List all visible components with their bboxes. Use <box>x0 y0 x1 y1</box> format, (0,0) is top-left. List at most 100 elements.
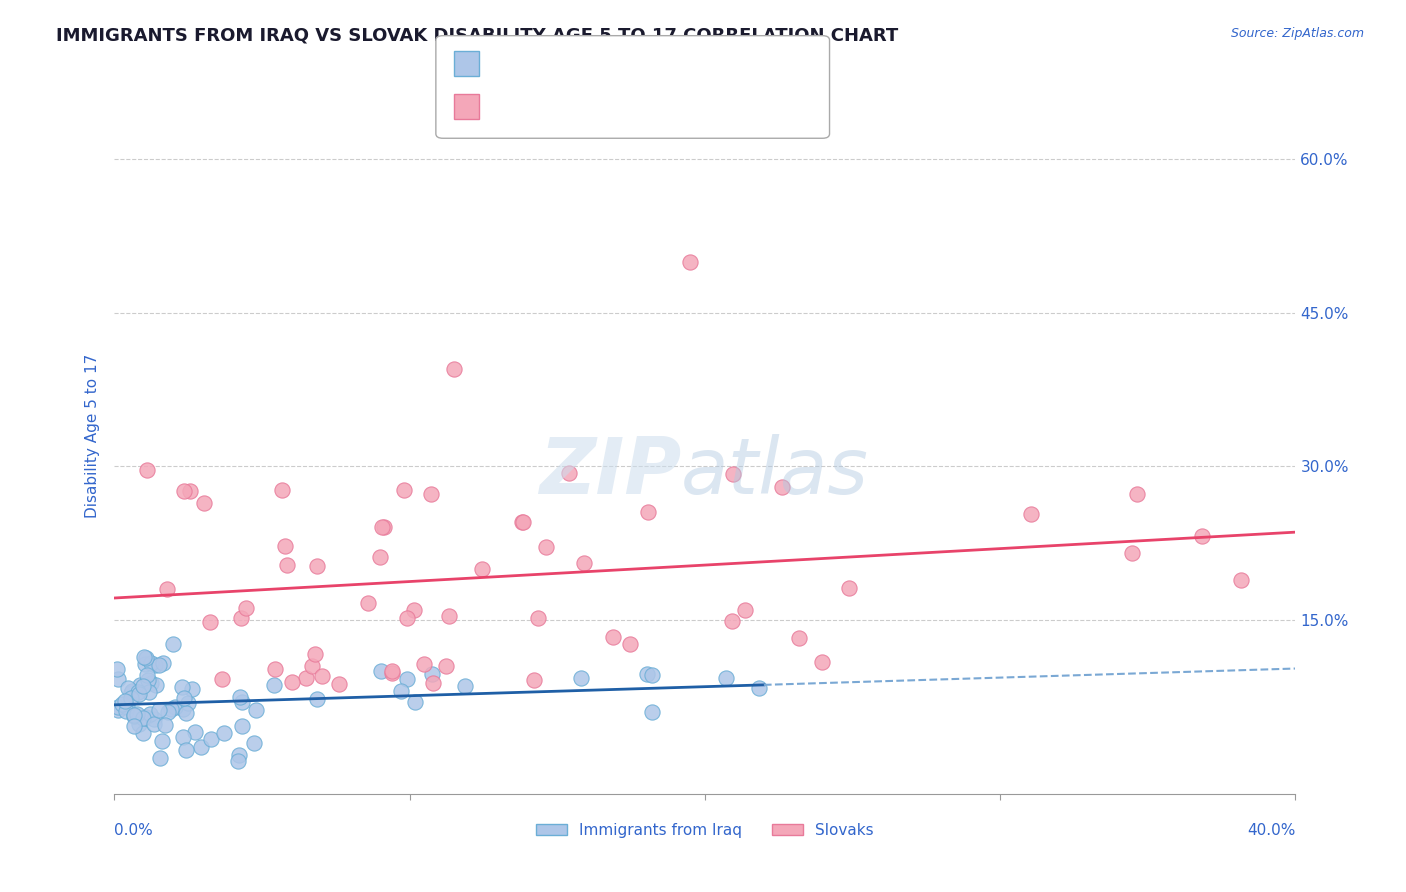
Point <box>212 726 235 740</box>
Point <box>534 540 557 554</box>
Point <box>134 657 156 671</box>
Point <box>420 487 443 501</box>
Point <box>160 702 183 716</box>
Point <box>229 611 252 625</box>
Point <box>127 706 149 721</box>
Point <box>838 581 860 595</box>
Point <box>437 608 460 623</box>
Point <box>139 706 162 721</box>
Y-axis label: Disability Age 5 to 17: Disability Age 5 to 17 <box>86 353 100 518</box>
Point <box>128 717 150 731</box>
Point <box>135 668 157 682</box>
Point <box>128 687 150 701</box>
Text: atlas: atlas <box>681 434 869 509</box>
Point <box>115 699 138 714</box>
Point <box>132 711 155 725</box>
Point <box>770 480 793 494</box>
Point <box>422 676 444 690</box>
Point <box>1191 529 1213 543</box>
Point <box>136 673 159 687</box>
Point <box>235 601 257 615</box>
Point <box>150 733 173 747</box>
Point <box>301 658 323 673</box>
Point <box>152 656 174 670</box>
Point <box>381 666 404 681</box>
Point <box>721 614 744 628</box>
Point <box>228 754 250 768</box>
Point <box>734 603 756 617</box>
Point <box>276 558 298 573</box>
Point <box>142 712 165 726</box>
Point <box>370 665 392 679</box>
Point <box>1019 508 1042 522</box>
Point <box>413 657 436 671</box>
Point <box>139 676 162 690</box>
Point <box>211 672 233 686</box>
Point <box>328 676 350 690</box>
Point <box>1230 573 1253 587</box>
Point <box>716 671 738 685</box>
Point <box>170 681 193 695</box>
Point <box>172 702 194 716</box>
Point <box>602 631 624 645</box>
Point <box>174 706 197 720</box>
Point <box>402 603 425 617</box>
Point <box>569 671 592 685</box>
Point <box>200 615 222 629</box>
Point <box>131 726 153 740</box>
Point <box>136 463 159 477</box>
Point <box>679 254 702 268</box>
Point <box>142 716 165 731</box>
Point <box>810 656 832 670</box>
Point <box>173 691 195 706</box>
Point <box>619 636 641 650</box>
Point <box>636 667 658 681</box>
Point <box>114 694 136 708</box>
Point <box>111 697 134 711</box>
Point <box>510 515 533 529</box>
Text: Source: ZipAtlas.com: Source: ZipAtlas.com <box>1230 27 1364 40</box>
Point <box>122 709 145 723</box>
Point <box>443 362 465 376</box>
Point <box>305 692 328 706</box>
Point <box>138 685 160 699</box>
Point <box>107 702 129 716</box>
Point <box>172 731 194 745</box>
Point <box>311 669 333 683</box>
Point <box>143 658 166 673</box>
Point <box>294 671 316 685</box>
Text: ZIP: ZIP <box>538 434 681 509</box>
Point <box>148 704 170 718</box>
Point <box>395 611 418 625</box>
Point <box>434 658 457 673</box>
Point <box>127 685 149 699</box>
Point <box>107 672 129 686</box>
Point <box>141 657 163 671</box>
Point <box>396 672 419 686</box>
Point <box>523 673 546 687</box>
Point <box>637 505 659 519</box>
Point <box>228 747 250 762</box>
Text: R =  0.391   N = 59: R = 0.391 N = 59 <box>488 98 630 112</box>
Point <box>307 559 329 574</box>
Point <box>389 684 412 698</box>
Point <box>181 682 204 697</box>
Point <box>641 705 664 719</box>
Point <box>512 515 534 529</box>
Point <box>422 666 444 681</box>
Point <box>115 704 138 718</box>
Point <box>304 647 326 661</box>
Point <box>179 483 201 498</box>
Point <box>145 677 167 691</box>
Point <box>120 690 142 705</box>
Point <box>124 719 146 733</box>
Point <box>128 678 150 692</box>
Text: 40.0%: 40.0% <box>1247 822 1295 838</box>
Point <box>156 582 179 596</box>
Point <box>131 679 153 693</box>
Point <box>1121 546 1143 560</box>
Point <box>274 539 297 553</box>
Point <box>135 710 157 724</box>
Point <box>270 483 292 497</box>
Point <box>162 637 184 651</box>
